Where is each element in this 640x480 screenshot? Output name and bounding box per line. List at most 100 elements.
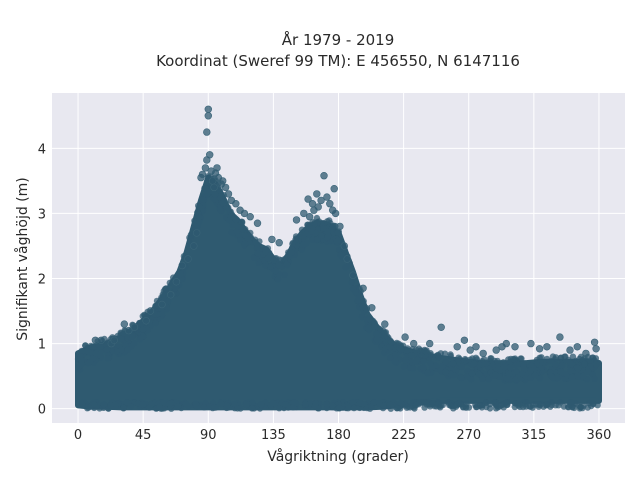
data-point xyxy=(479,349,487,358)
data-point xyxy=(334,229,342,236)
data-point xyxy=(397,346,405,353)
data-point xyxy=(453,401,461,409)
data-point xyxy=(272,267,279,275)
data-point xyxy=(365,315,373,323)
data-point xyxy=(402,356,409,363)
data-point xyxy=(330,185,338,193)
data-point xyxy=(159,310,166,318)
data-point xyxy=(519,403,527,411)
data-point xyxy=(268,235,276,244)
data-point xyxy=(510,355,517,363)
data-point xyxy=(503,399,510,406)
data-point xyxy=(460,336,469,344)
data-point xyxy=(320,172,328,180)
data-point xyxy=(211,196,218,203)
data-point xyxy=(198,170,207,179)
data-point xyxy=(213,164,221,172)
data-point xyxy=(514,400,521,407)
data-point xyxy=(349,271,357,279)
data-point xyxy=(442,358,449,366)
data-point xyxy=(270,256,278,264)
data-point xyxy=(292,216,301,224)
data-point xyxy=(167,291,175,299)
data-point xyxy=(386,343,393,351)
data-point xyxy=(531,372,539,379)
data-point xyxy=(275,262,283,269)
data-point xyxy=(501,363,508,371)
data-point xyxy=(543,343,551,351)
data-point xyxy=(447,352,454,360)
data-point xyxy=(221,183,230,192)
data-point xyxy=(312,400,319,407)
data-point xyxy=(134,400,142,407)
chart-title-line-2: Koordinat (Sweref 99 TM): E 456550, N 61… xyxy=(156,52,520,70)
data-point xyxy=(204,105,213,114)
data-point xyxy=(123,399,130,406)
data-point xyxy=(550,374,557,382)
data-point xyxy=(475,361,483,369)
data-point xyxy=(437,404,444,411)
data-point xyxy=(329,223,337,230)
data-point xyxy=(520,362,527,369)
data-point xyxy=(118,346,125,354)
data-point xyxy=(172,278,181,286)
data-point xyxy=(227,213,235,221)
data-point xyxy=(129,333,136,340)
data-point xyxy=(404,347,411,354)
data-point xyxy=(519,370,526,378)
data-point xyxy=(206,151,214,159)
data-point xyxy=(412,358,420,365)
data-point xyxy=(90,354,97,362)
data-point xyxy=(300,241,307,248)
data-point xyxy=(199,196,207,203)
x-tick-label: 225 xyxy=(391,428,416,443)
y-tick-label: 4 xyxy=(38,142,46,157)
data-point xyxy=(463,400,470,408)
data-point xyxy=(589,354,596,361)
data-point xyxy=(552,361,559,368)
data-point xyxy=(535,401,542,408)
data-point xyxy=(178,261,186,270)
data-point xyxy=(252,239,259,246)
data-point xyxy=(196,218,203,225)
data-point xyxy=(569,353,577,360)
data-point xyxy=(202,185,210,192)
data-point xyxy=(428,364,436,371)
data-point xyxy=(274,276,282,283)
data-point xyxy=(408,352,415,359)
data-point xyxy=(359,284,367,292)
data-point xyxy=(124,346,132,353)
data-point xyxy=(371,323,378,330)
data-point xyxy=(223,402,231,409)
data-point xyxy=(331,209,340,218)
data-point xyxy=(567,360,574,368)
data-point xyxy=(453,343,461,351)
y-tick-label: 1 xyxy=(38,338,46,353)
data-point xyxy=(336,222,344,231)
data-point xyxy=(573,343,581,351)
data-point xyxy=(112,401,120,409)
data-point xyxy=(282,401,289,408)
data-point xyxy=(246,213,254,221)
data-point xyxy=(401,333,409,341)
data-point xyxy=(110,336,118,344)
data-point xyxy=(590,400,597,407)
data-point xyxy=(392,351,399,358)
data-point xyxy=(309,236,316,243)
data-point xyxy=(593,361,600,368)
data-point xyxy=(536,375,544,382)
data-point xyxy=(269,399,277,407)
data-point xyxy=(343,255,351,263)
data-point xyxy=(557,354,565,361)
data-point xyxy=(284,261,291,269)
data-point xyxy=(349,399,357,406)
data-point xyxy=(289,240,296,248)
data-point xyxy=(300,209,308,218)
data-point xyxy=(458,363,465,371)
data-point xyxy=(397,399,405,407)
data-point xyxy=(579,372,587,380)
data-point xyxy=(242,232,249,239)
data-point xyxy=(186,234,193,241)
data-point xyxy=(475,370,483,378)
x-axis-ticks: 0 45 90 135 180 225 270 315 360 xyxy=(74,428,611,443)
